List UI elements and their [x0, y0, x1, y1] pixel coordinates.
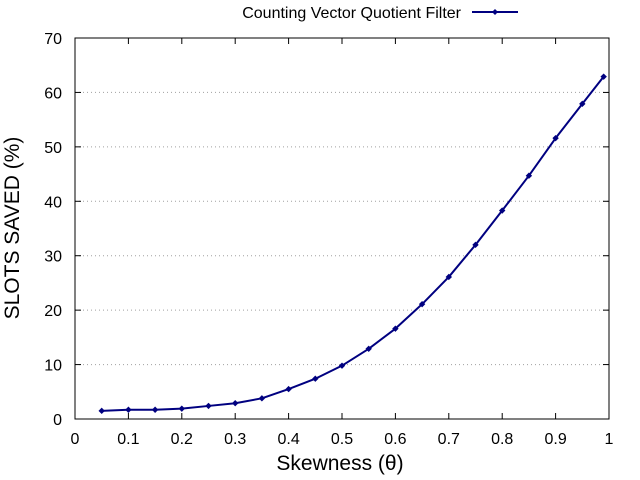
x-tick-label: 0.9 [544, 431, 566, 448]
x-axis-ticks: 0 0.1 0.2 0.3 0.4 0.5 0.6 0.7 0.8 0.9 1 [71, 38, 614, 448]
x-tick-label: 0.4 [277, 431, 299, 448]
y-tick-label: 20 [44, 303, 62, 320]
legend: Counting Vector Quotient Filter [242, 5, 518, 22]
data-point-marker [418, 300, 426, 308]
data-point-marker [258, 395, 266, 402]
data-point-marker [499, 207, 506, 214]
data-point-marker [472, 241, 479, 249]
y-tick-label: 70 [44, 31, 62, 48]
data-point-marker [125, 406, 132, 413]
x-tick-label: 0.7 [438, 431, 460, 448]
x-tick-label: 0.8 [491, 431, 513, 448]
x-tick-label: 0.5 [331, 431, 353, 448]
data-point-marker [579, 100, 586, 108]
data-point-marker [205, 402, 212, 410]
y-tick-label: 10 [44, 358, 62, 375]
data-point-marker [312, 375, 319, 382]
y-tick-label: 40 [44, 194, 62, 211]
data-point-marker [178, 405, 185, 412]
plot-frame [74, 37, 610, 420]
data-point-marker [365, 345, 372, 352]
x-axis-title: Skewness (θ) [276, 452, 403, 475]
legend-marker [492, 9, 498, 15]
grid-lines [75, 91, 609, 366]
legend-label: Counting Vector Quotient Filter [242, 5, 461, 22]
y-tick-label: 0 [53, 412, 62, 429]
y-axis-title: SLOTS SAVED (%) [1, 137, 24, 320]
series-layer [98, 73, 607, 415]
data-point-marker [285, 385, 292, 393]
data-point-marker [338, 362, 346, 369]
data-point-marker [525, 172, 533, 179]
x-tick-label: 0.1 [117, 431, 139, 448]
x-tick-label: 0.2 [171, 431, 193, 448]
x-tick-label: 0.6 [384, 431, 406, 448]
data-point-marker [232, 400, 239, 407]
y-tick-label: 60 [44, 85, 62, 102]
data-point-marker [151, 406, 159, 413]
x-tick-label: 1 [605, 431, 614, 448]
data-point-marker [392, 325, 399, 332]
y-tick-label: 50 [44, 140, 62, 157]
x-tick-label: 0.3 [224, 431, 246, 448]
x-tick-label: 0 [71, 431, 80, 448]
series-line [101, 76, 605, 412]
data-point-marker [600, 73, 607, 80]
y-tick-label: 30 [44, 249, 62, 266]
data-point-marker [98, 407, 105, 415]
y-axis-ticks: 0 10 20 30 40 50 60 70 [44, 31, 609, 429]
data-point-marker [552, 134, 559, 142]
data-point-marker [445, 273, 452, 281]
